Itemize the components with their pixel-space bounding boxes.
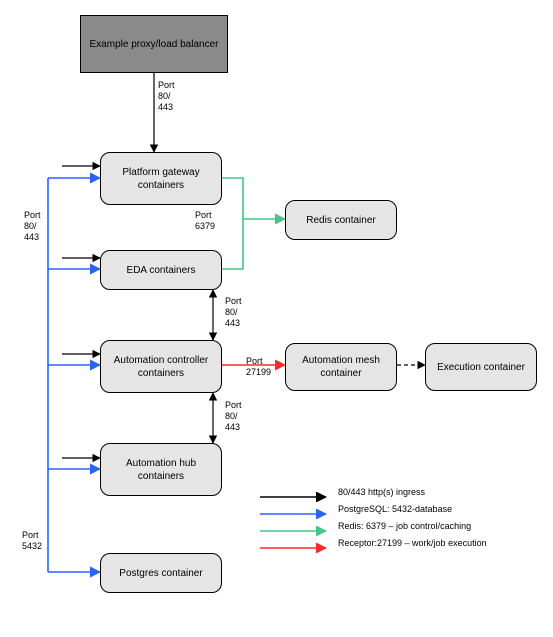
- legend-item-black: 80/443 http(s) ingress: [260, 485, 487, 499]
- legend-item-red: Receptor:27199 – work/job execution: [260, 536, 487, 550]
- legend: 80/443 http(s) ingress PostgreSQL: 5432-d…: [260, 485, 487, 553]
- port-label-eda_ctrl: Port80/443: [225, 296, 242, 328]
- node-hub: Automation hub containers: [100, 443, 222, 496]
- legend-item-blue: PostgreSQL: 5432-database: [260, 502, 487, 516]
- node-gateway: Platform gateway containers: [100, 152, 222, 205]
- legend-text: 80/443 http(s) ingress: [338, 487, 425, 497]
- node-eda: EDA containers: [100, 250, 222, 290]
- port-label-proxy_down: Port80/443: [158, 80, 175, 112]
- node-redis: Redis container: [285, 200, 397, 240]
- legend-text: Redis: 6379 – job control/caching: [338, 521, 471, 531]
- node-controller: Automation controller containers: [100, 340, 222, 393]
- legend-text: Receptor:27199 – work/job execution: [338, 538, 487, 548]
- edge-gateway-to-redis: [222, 178, 285, 219]
- port-label-ctrl_mesh: Port27199: [246, 356, 271, 378]
- legend-text: PostgreSQL: 5432-database: [338, 504, 452, 514]
- port-label-ctrl_hub: Port80/443: [225, 400, 242, 432]
- port-label-redis_port: Port6379: [195, 210, 215, 232]
- port-label-blue_bus: Port80/443: [24, 210, 41, 242]
- node-exec: Execution container: [425, 343, 537, 391]
- legend-item-green: Redis: 6379 – job control/caching: [260, 519, 487, 533]
- node-proxy: Example proxy/load balancer: [80, 15, 228, 73]
- port-label-pg_port: Port5432: [22, 530, 42, 552]
- node-mesh: Automation mesh container: [285, 343, 397, 391]
- node-postgres: Postgres container: [100, 553, 222, 593]
- edge-eda-to-redis: [222, 219, 243, 269]
